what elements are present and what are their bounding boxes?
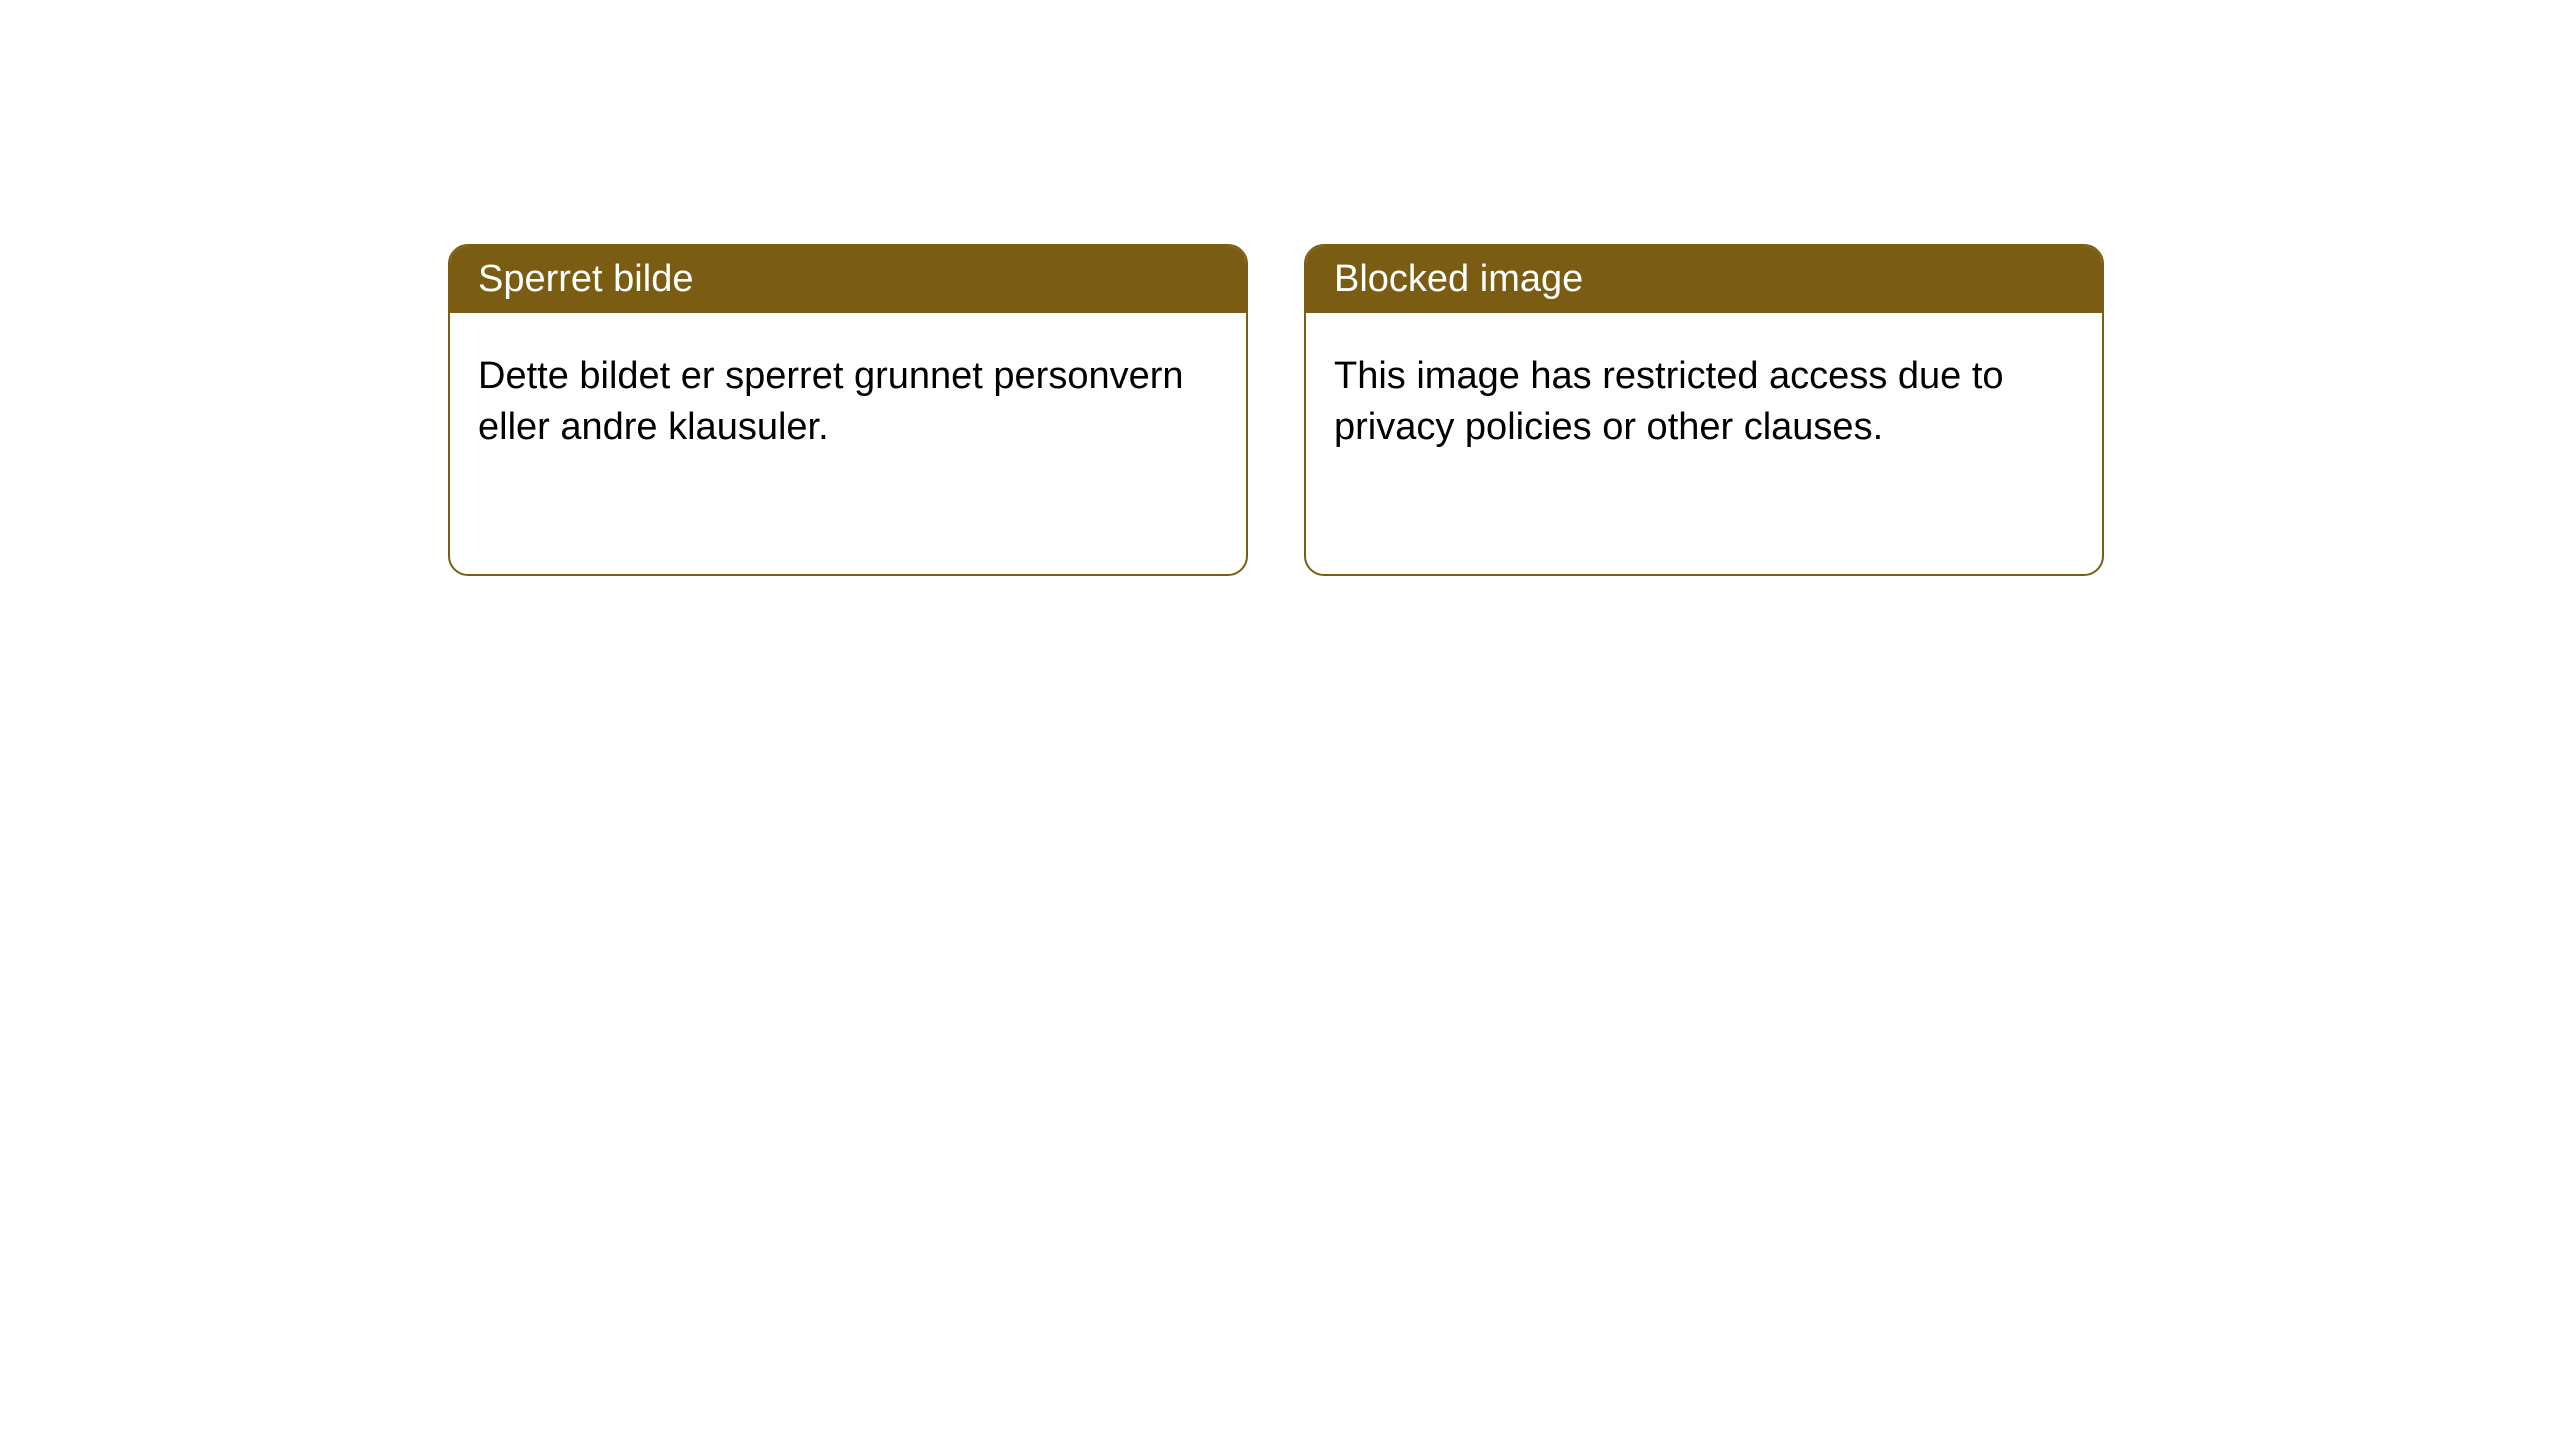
notice-card-english: Blocked image This image has restricted … — [1304, 244, 2104, 576]
card-body-text: This image has restricted access due to … — [1334, 355, 2004, 448]
card-title: Sperret bilde — [478, 258, 693, 300]
card-body: This image has restricted access due to … — [1306, 313, 2102, 574]
notice-container: Sperret bilde Dette bildet er sperret gr… — [448, 244, 2104, 576]
card-header: Sperret bilde — [450, 246, 1246, 313]
card-body: Dette bildet er sperret grunnet personve… — [450, 313, 1246, 574]
card-body-text: Dette bildet er sperret grunnet personve… — [478, 355, 1184, 448]
card-header: Blocked image — [1306, 246, 2102, 313]
notice-card-norwegian: Sperret bilde Dette bildet er sperret gr… — [448, 244, 1248, 576]
card-title: Blocked image — [1334, 258, 1583, 300]
